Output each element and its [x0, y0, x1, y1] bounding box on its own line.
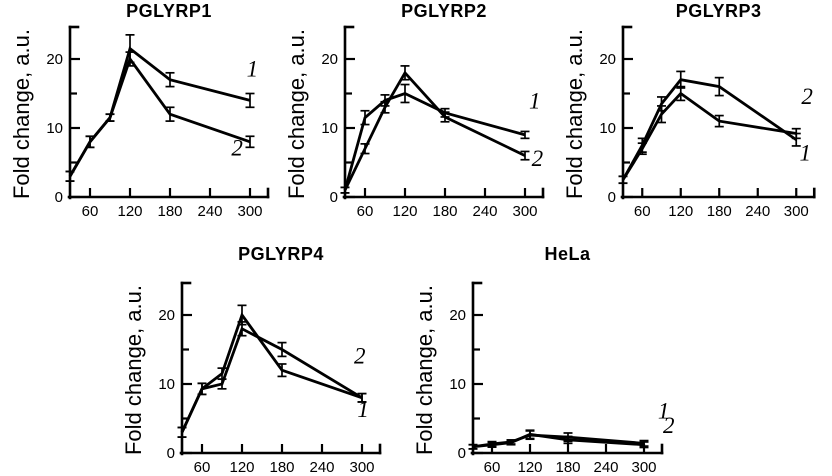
- series-2-error-bars: [177, 321, 367, 438]
- plot-pglyrp3: 60 120 180 240 300 0 10 20 1 2: [599, 25, 816, 220]
- x-tick-label: 60: [82, 203, 99, 220]
- x-tick-label: 240: [745, 203, 770, 220]
- y-tick-label: 20: [158, 307, 175, 324]
- y-tick-label: 20: [599, 51, 616, 68]
- series-1-line: [621, 91, 797, 181]
- y-tick-label: 20: [321, 51, 338, 68]
- series-2-line: [180, 326, 363, 433]
- ticks: [474, 313, 646, 455]
- plot-pglyrp4: 60 120 180 240 300 0 10 20 1 2: [158, 281, 382, 476]
- chart-title: PGLYRP2: [401, 1, 487, 21]
- y-tick-label: 0: [167, 445, 175, 462]
- y-tick-label: 10: [158, 376, 175, 393]
- y-tick-label: 0: [330, 189, 338, 206]
- series-2-line: [472, 432, 645, 449]
- ticks: [346, 57, 527, 199]
- series-2-label: 2: [801, 84, 813, 109]
- tick-labels: 60 120 180 240 300 0 10 20: [449, 307, 656, 476]
- tick-labels: 60 120 180 240 300 0 10 20: [599, 51, 808, 220]
- series-2-line: [343, 70, 526, 191]
- tick-labels: 60 120 180 240 300 0 10 20: [321, 51, 537, 220]
- chart-title: PGLYRP1: [126, 1, 212, 21]
- series-1-label: 1: [247, 56, 259, 81]
- ticks: [183, 313, 364, 455]
- x-tick-label: 120: [117, 203, 142, 220]
- x-tick-label: 240: [197, 203, 222, 220]
- chart-title: PGLYRP4: [238, 244, 324, 264]
- x-tick-label: 180: [269, 459, 294, 476]
- x-tick-label: 180: [157, 203, 182, 220]
- series-2-line: [621, 78, 798, 181]
- chart-title: HeLa: [544, 244, 591, 264]
- series-1-label: 1: [658, 399, 670, 424]
- x-tick-label: 120: [229, 459, 254, 476]
- chart-hela: 60 120 180 240 300 0 10 20 1 2 HeLa Fold change, …: [405, 243, 697, 476]
- x-tick-label: 180: [555, 459, 580, 476]
- chart-pglyrp4: 60 120 180 240 300 0 10 20 1 2 PGLYRP4 Fold chang…: [114, 243, 396, 476]
- x-tick-label: 60: [194, 459, 211, 476]
- ticks: [71, 57, 252, 199]
- x-tick-label: 300: [512, 203, 537, 220]
- ticks: [624, 57, 798, 199]
- x-tick-label: 300: [349, 459, 374, 476]
- x-tick-label: 120: [392, 203, 417, 220]
- y-tick-label: 20: [449, 307, 466, 324]
- x-tick-label: 60: [357, 203, 374, 220]
- x-tick-label: 120: [517, 459, 542, 476]
- y-tick-label: 20: [46, 51, 63, 68]
- y-tick-label: 10: [321, 120, 338, 137]
- y-tick-label: 10: [599, 120, 616, 137]
- series-1-error-bars: [65, 33, 255, 182]
- x-tick-label: 300: [237, 203, 262, 220]
- chart-pglyrp1: 60 120 180 240 300 0 10 20 1 2 PGLYRP1 Fold chang…: [2, 0, 274, 232]
- chart-pglyrp2: 60 120 180 240 300 0 10 20 1 2 PGLYRP2 Fold chang…: [277, 0, 549, 232]
- series-1-label: 1: [529, 89, 541, 114]
- axes: [179, 281, 382, 456]
- y-tick-label: 0: [55, 189, 63, 206]
- x-tick-label: 240: [309, 459, 334, 476]
- x-tick-label: 240: [593, 459, 618, 476]
- x-tick-label: 240: [472, 203, 497, 220]
- plot-pglyrp1: 60 120 180 240 300 0 10 20 1 2: [46, 25, 270, 220]
- y-tick-label: 0: [608, 189, 616, 206]
- y-axis-label: Fold change, a.u.: [412, 284, 437, 456]
- axes: [67, 25, 270, 200]
- x-tick-label: 300: [631, 459, 656, 476]
- chart-title: PGLYRP3: [675, 1, 762, 21]
- x-tick-label: 120: [668, 203, 693, 220]
- x-tick-label: 60: [484, 459, 501, 476]
- axes: [620, 25, 816, 200]
- series-2-error-bars: [618, 70, 801, 185]
- series-1-error-bars: [177, 304, 367, 438]
- y-axis-label: Fold change, a.u.: [9, 28, 34, 200]
- x-tick-label: 60: [634, 203, 651, 220]
- axes: [342, 25, 545, 200]
- series-2-line: [68, 55, 251, 178]
- series-1-line: [68, 46, 251, 178]
- plot-hela: 60 120 180 240 300 0 10 20 12: [449, 281, 675, 476]
- tick-labels: 60 120 180 240 300 0 10 20: [46, 51, 262, 220]
- series-2-label: 2: [663, 413, 675, 438]
- axes: [470, 281, 664, 456]
- x-tick-label: 180: [432, 203, 457, 220]
- plot-pglyrp2: 60 120 180 240 300 0 10 20 1 2: [321, 25, 545, 220]
- series-1-label: 1: [357, 397, 369, 422]
- y-tick-label: 10: [46, 120, 63, 137]
- chart-pglyrp3: 60 120 180 240 300 0 10 20 1 2 PGLYRP3 Fold chang…: [555, 0, 832, 232]
- series-1-line: [180, 311, 363, 433]
- series-2-label: 2: [532, 146, 544, 171]
- y-axis-label: Fold change, a.u.: [562, 28, 587, 200]
- x-tick-label: 180: [707, 203, 732, 220]
- series-1-line: [343, 91, 526, 191]
- y-tick-label: 0: [458, 445, 466, 462]
- tick-labels: 60 120 180 240 300 0 10 20: [158, 307, 374, 476]
- x-tick-label: 300: [784, 203, 809, 220]
- series-2-label: 2: [354, 343, 366, 368]
- y-tick-label: 10: [449, 376, 466, 393]
- series-1-label: 1: [799, 140, 811, 165]
- y-axis-label: Fold change, a.u.: [284, 28, 309, 200]
- series-2-label: 2: [231, 136, 243, 161]
- y-axis-label: Fold change, a.u.: [121, 284, 146, 456]
